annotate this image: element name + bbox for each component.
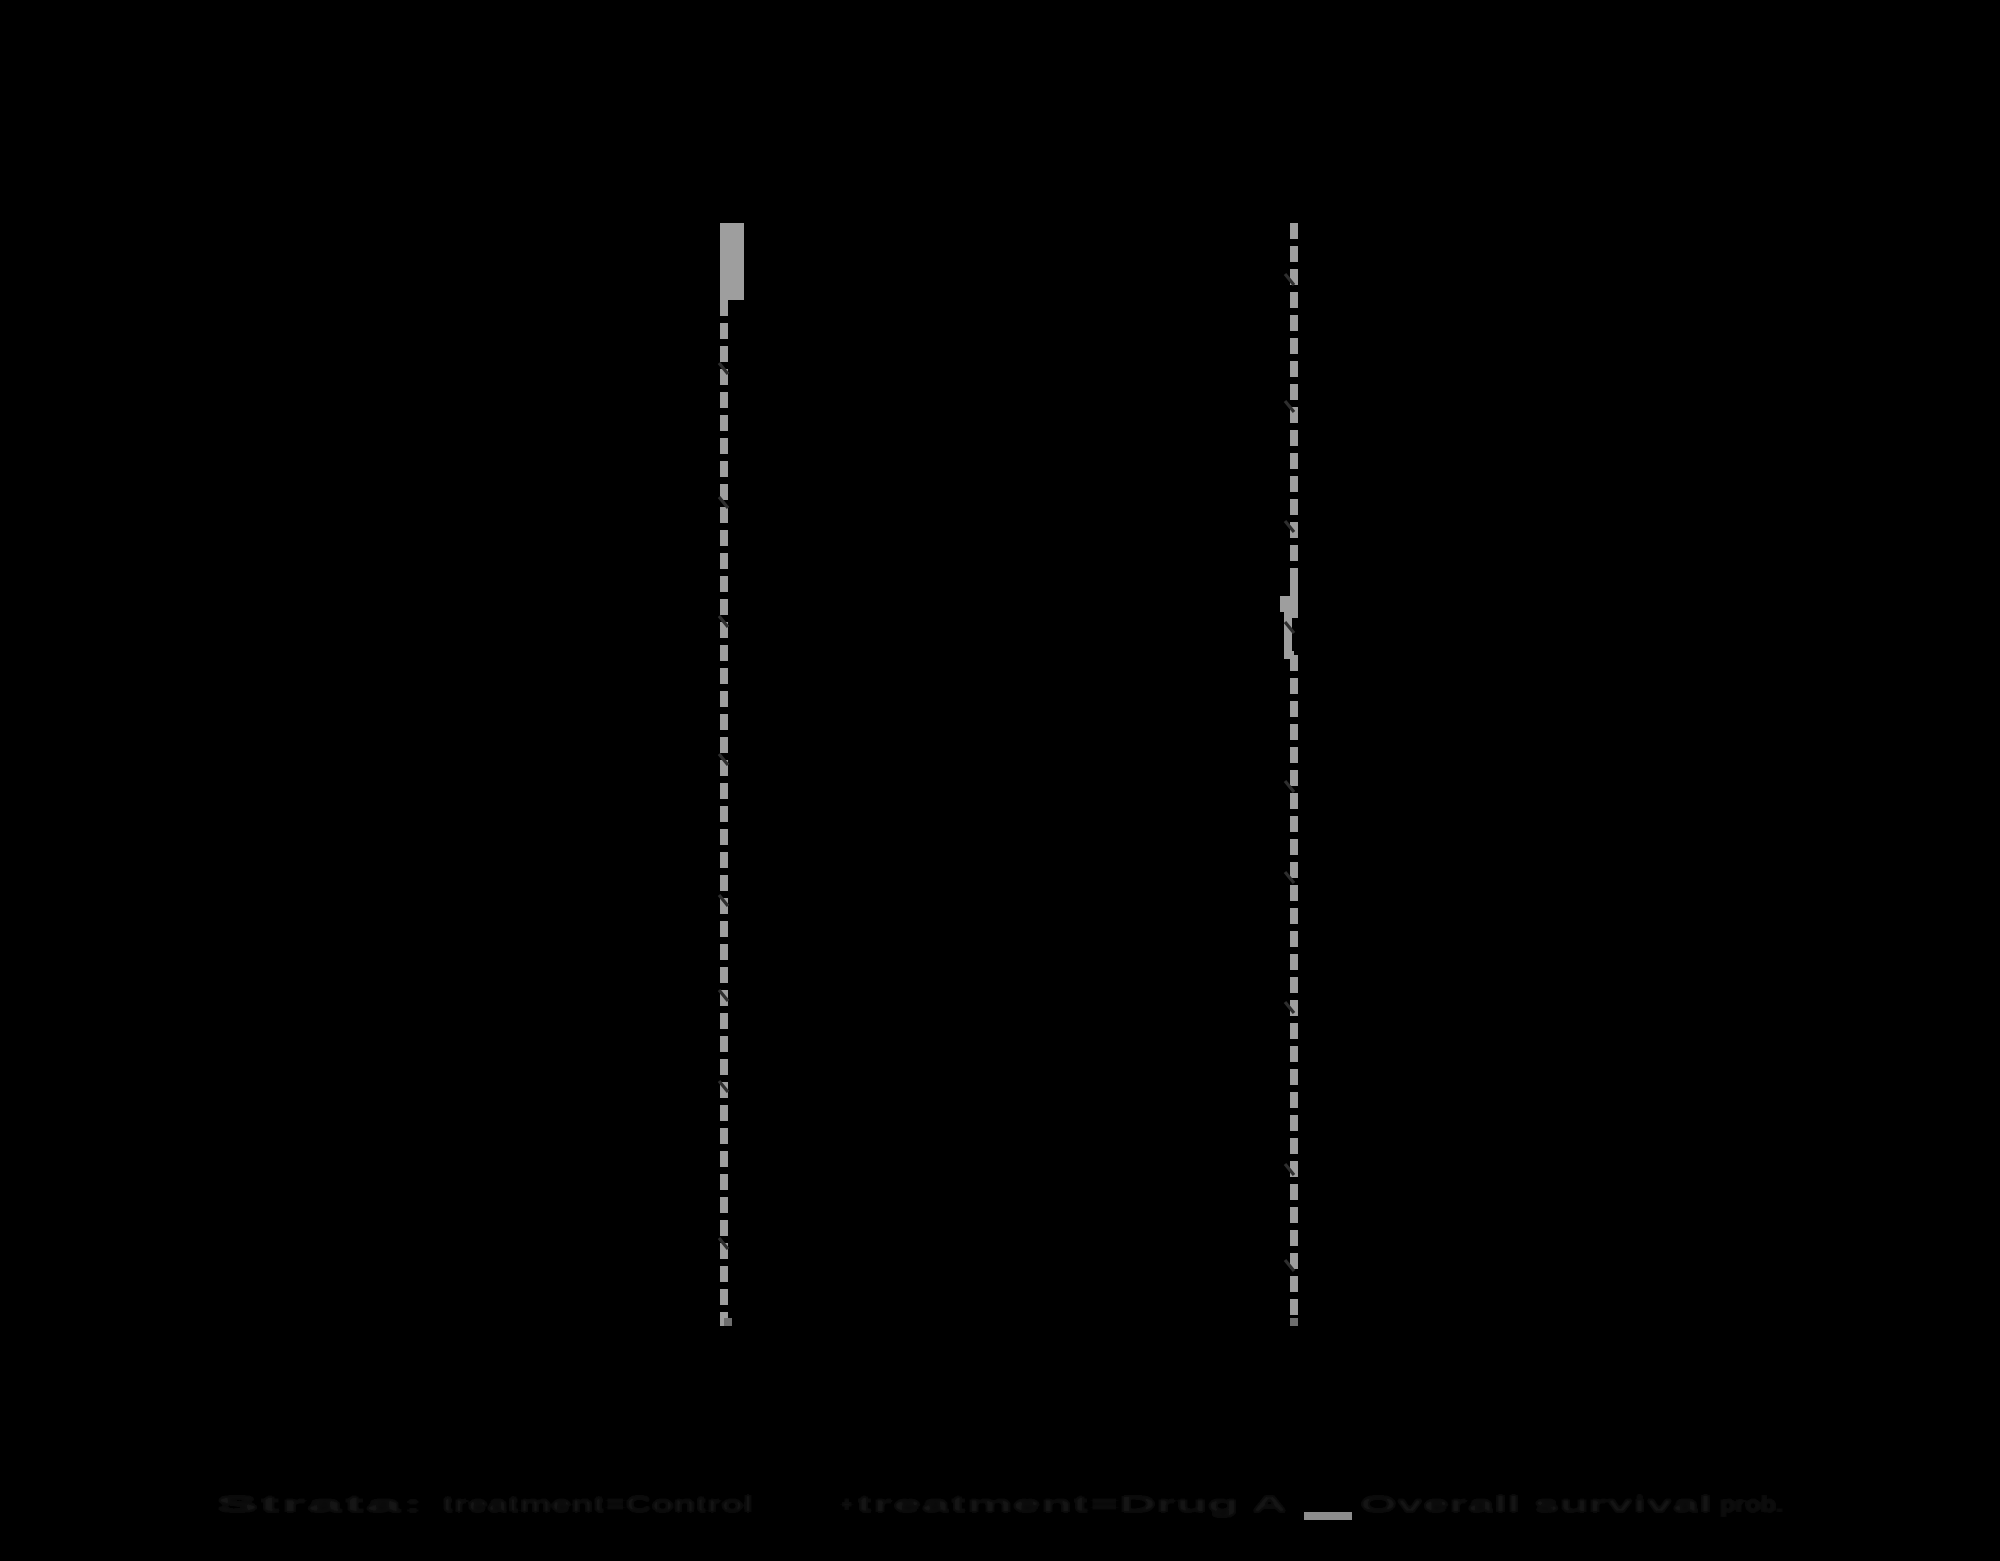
svg-text:prob.: prob. (1720, 1491, 1783, 1517)
svg-text:Overall survival: Overall survival (1360, 1491, 1712, 1517)
svg-text:treatment=Control: treatment=Control (442, 1491, 753, 1517)
svg-text:Strata:: Strata: (215, 1491, 424, 1517)
svg-text:treatment=Drug A: treatment=Drug A (856, 1491, 1288, 1517)
svg-text:+: + (840, 1491, 853, 1517)
